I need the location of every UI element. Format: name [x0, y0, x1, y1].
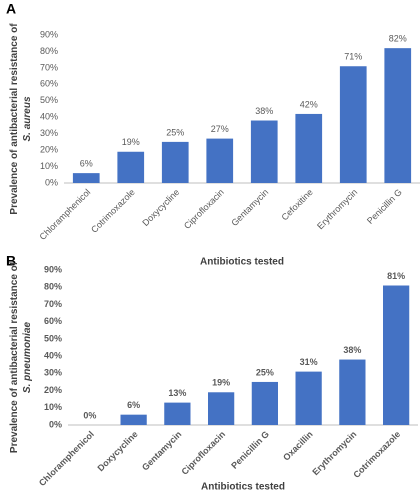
x-tick-label: Ciprofloxacin [182, 187, 226, 231]
data-label: 82% [389, 34, 407, 44]
x-tick-label: Penicillin G [229, 429, 271, 471]
data-label: 25% [256, 367, 274, 377]
y-tick-label: 90% [40, 29, 58, 39]
bar [384, 48, 412, 184]
data-label: 0% [83, 410, 96, 420]
data-label: 38% [343, 345, 361, 355]
bar [339, 359, 366, 425]
x-tick-label: Doxycycline [140, 187, 181, 228]
y-axis-title-line: S. pneumoniae [22, 322, 33, 394]
x-tick-label: Chloramphenicol [37, 429, 96, 488]
y-tick-label: 0% [45, 177, 58, 187]
y-tick-label: 70% [40, 62, 58, 72]
bar [164, 402, 191, 425]
y-axis-title: Prevalence of antibacterial resistance o… [9, 261, 33, 453]
y-tick-label: 70% [44, 299, 62, 309]
y-axis-title-line: Prevalence of antibacterial resistance o… [9, 23, 20, 215]
y-tick-label: 60% [44, 316, 62, 326]
x-tick-label: Penicillin G [365, 187, 404, 226]
y-tick-label: 50% [40, 95, 58, 105]
data-label: 19% [212, 378, 230, 388]
x-tick-label: Erythromycin [310, 429, 358, 477]
x-tick-label: Cotrimoxazole [89, 187, 137, 235]
bar [383, 285, 410, 425]
data-label: 38% [255, 106, 273, 116]
data-label: 31% [300, 357, 318, 367]
data-label: 42% [300, 99, 318, 109]
panel-label: A [6, 1, 16, 17]
y-axis-title-line: Prevalence of antibacterial resistance o… [9, 261, 20, 453]
bar [295, 113, 323, 183]
x-tick-label: Chloramphenicol [38, 187, 93, 242]
x-tick-label: Doxycycline [96, 429, 140, 473]
x-tick-label: Gentamycin [140, 429, 184, 473]
y-tick-label: 10% [44, 402, 62, 412]
y-tick-label: 30% [40, 128, 58, 138]
y-tick-label: 80% [44, 282, 62, 292]
data-label: 6% [80, 159, 93, 169]
x-tick-label: Erythromycin [315, 187, 359, 231]
data-label: 6% [127, 400, 140, 410]
data-label: 25% [166, 127, 184, 137]
x-tick-label: Ciprofloxacin [179, 429, 227, 477]
x-tick-label: Cefoxitine [279, 187, 314, 222]
y-tick-label: 90% [44, 264, 62, 274]
y-tick-label: 80% [40, 46, 58, 56]
bar [250, 120, 278, 183]
data-label: 19% [122, 137, 140, 147]
bar [206, 138, 234, 183]
bar [72, 173, 100, 183]
x-tick-label: Oxacillin [281, 429, 315, 463]
bar [117, 151, 145, 183]
y-tick-label: 10% [40, 161, 58, 171]
data-label: 71% [344, 52, 362, 62]
y-tick-label: 20% [44, 385, 62, 395]
y-axis-title-line: S. aureus [22, 96, 33, 141]
y-tick-label: 20% [40, 144, 58, 154]
y-axis-title: Prevalence of antibacterial resistance o… [9, 23, 33, 215]
data-label: 27% [211, 124, 229, 134]
x-tick-label: Gentamycin [229, 187, 270, 228]
y-tick-label: 40% [44, 350, 62, 360]
bar [251, 381, 278, 425]
x-axis-title: Antibiotics tested [200, 257, 284, 268]
y-tick-label: 50% [44, 333, 62, 343]
panel-label: B [6, 253, 16, 269]
y-tick-label: 30% [44, 368, 62, 378]
data-label: 81% [387, 271, 405, 281]
x-tick-label: Cotrimoxazole [351, 429, 402, 480]
bar [161, 141, 189, 183]
y-tick-label: 0% [49, 419, 62, 429]
data-label: 13% [168, 388, 186, 398]
bar [208, 392, 235, 425]
y-tick-label: 60% [40, 79, 58, 89]
bar [295, 371, 322, 425]
bar [120, 414, 147, 425]
bar [339, 66, 367, 183]
y-tick-label: 40% [40, 112, 58, 122]
x-axis-title: Antibiotics tested [201, 482, 285, 493]
